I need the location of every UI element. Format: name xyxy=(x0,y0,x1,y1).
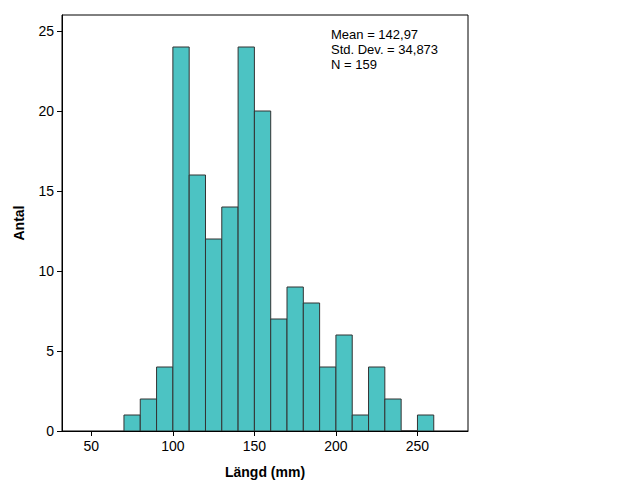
svg-text:5: 5 xyxy=(46,343,54,359)
svg-text:N = 159: N = 159 xyxy=(331,57,377,72)
svg-text:250: 250 xyxy=(406,438,430,454)
svg-text:Mean = 142,97: Mean = 142,97 xyxy=(331,27,418,42)
svg-text:20: 20 xyxy=(38,103,54,119)
svg-text:0: 0 xyxy=(46,423,54,439)
svg-text:10: 10 xyxy=(38,263,54,279)
svg-text:200: 200 xyxy=(324,438,348,454)
svg-text:15: 15 xyxy=(38,183,54,199)
svg-text:Längd (mm): Längd (mm) xyxy=(225,464,305,480)
svg-text:100: 100 xyxy=(161,438,185,454)
svg-text:25: 25 xyxy=(38,23,54,39)
svg-text:Antal: Antal xyxy=(11,206,27,241)
svg-text:150: 150 xyxy=(243,438,267,454)
svg-text:Std. Dev. = 34,873: Std. Dev. = 34,873 xyxy=(331,42,438,57)
svg-text:50: 50 xyxy=(84,438,100,454)
